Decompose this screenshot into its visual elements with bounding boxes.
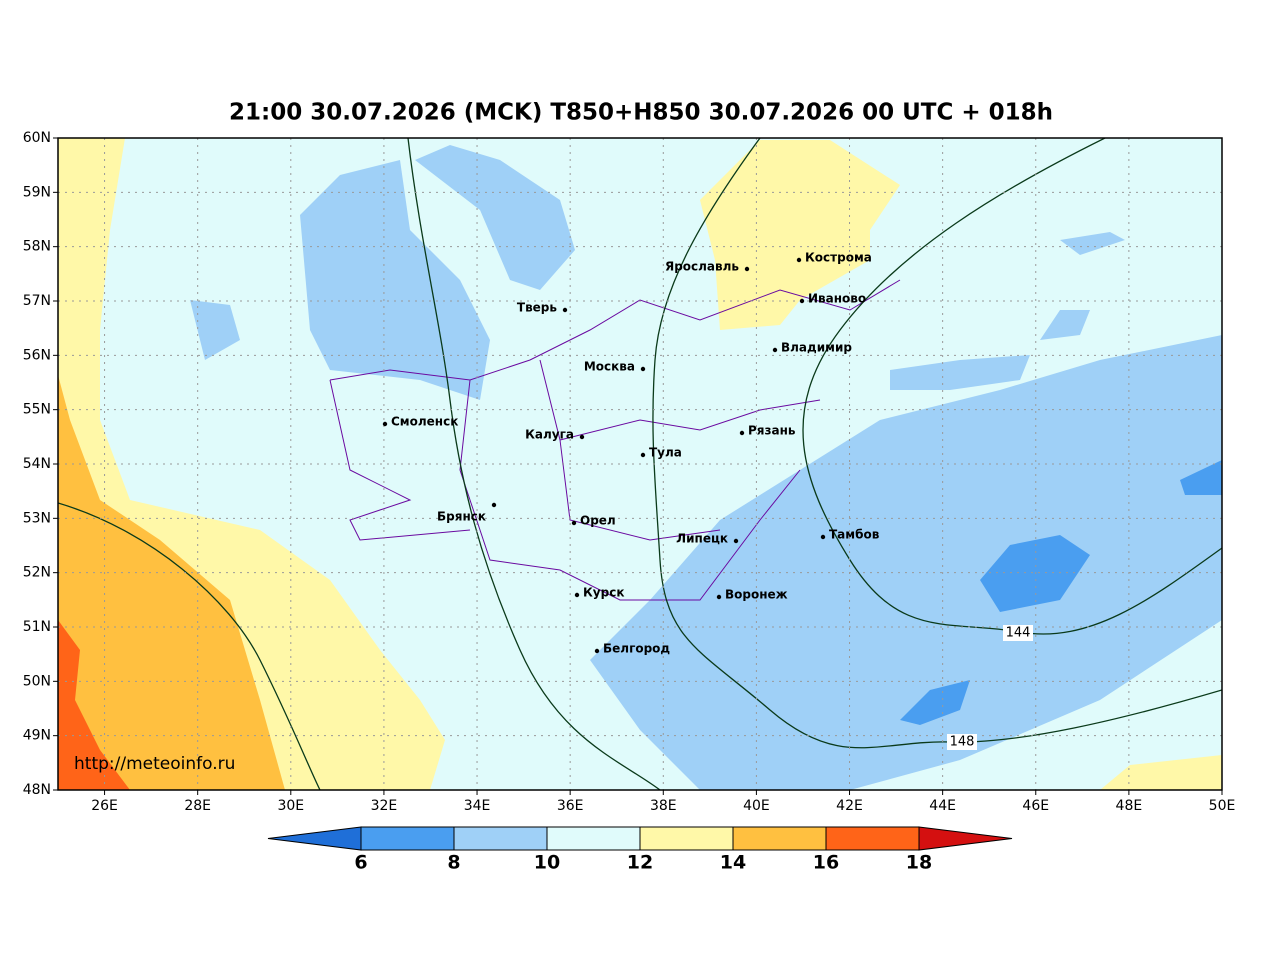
y-tick-label: 48N	[23, 782, 51, 798]
x-tick-label: 50E	[1209, 798, 1236, 814]
contour-line	[652, 138, 1222, 749]
colorbar-label: 10	[534, 852, 560, 874]
x-tick-label: 36E	[557, 798, 584, 814]
y-tick-label: 50N	[23, 673, 51, 689]
city-dot	[640, 452, 646, 458]
contour-line	[58, 502, 321, 790]
colorbar-label: 6	[354, 852, 367, 874]
city-dot	[820, 534, 826, 540]
city-dot	[733, 538, 739, 544]
map-title: 21:00 30.07.2026 (MCK) T850+H850 30.07.2…	[229, 100, 1053, 126]
city-dot	[739, 430, 745, 436]
warm-area	[1100, 755, 1222, 790]
city-dot	[594, 648, 600, 654]
x-tick-label: 46E	[1022, 798, 1049, 814]
colorbar-swatch	[732, 826, 827, 851]
y-tick-label: 55N	[23, 402, 51, 418]
colorbar-label: 12	[627, 852, 653, 874]
y-tick-label: 49N	[23, 728, 51, 744]
source-url: http://meteoinfo.ru	[74, 754, 235, 774]
colorbar-label: 18	[906, 852, 932, 874]
contour-line	[407, 138, 661, 790]
city-label: Тула	[649, 446, 682, 460]
x-tick-label: 42E	[836, 798, 863, 814]
y-tick-label: 54N	[23, 456, 51, 472]
region-border	[329, 279, 901, 601]
contour-label: 144	[1006, 626, 1031, 641]
x-tick-label: 38E	[650, 798, 677, 814]
city-label: Иваново	[808, 292, 866, 306]
colorbar-swatch	[639, 826, 734, 851]
colorbar-label: 14	[720, 852, 746, 874]
city-label: Рязань	[748, 424, 796, 438]
x-tick-label: 28E	[184, 798, 211, 814]
city-label: Тверь	[517, 301, 558, 315]
city-dot	[562, 307, 568, 313]
y-tick-label: 59N	[23, 184, 51, 200]
x-tick-label: 44E	[929, 798, 956, 814]
city-dot	[640, 366, 646, 372]
city-label: Орел	[580, 514, 616, 528]
colorbar-label: 16	[813, 852, 839, 874]
city-label: Калуга	[525, 428, 574, 442]
x-tick-label: 40E	[743, 798, 770, 814]
city-label: Ярославль	[665, 260, 739, 274]
city-dot	[382, 421, 388, 427]
y-tick-label: 52N	[23, 565, 51, 581]
city-label: Москва	[584, 360, 635, 374]
contour-label-bg	[1003, 625, 1033, 641]
x-tick-label: 34E	[464, 798, 491, 814]
city-dot	[716, 594, 722, 600]
city-label: Тамбов	[829, 528, 880, 542]
city-label: Курск	[583, 586, 624, 600]
colorbar-swatch	[825, 826, 920, 851]
city-dot	[571, 520, 577, 526]
colorbar-extend	[918, 826, 1013, 851]
city-dot	[491, 502, 497, 508]
city-dot	[579, 434, 585, 440]
city-label: Белгород	[603, 642, 670, 656]
contour-label-bg	[947, 734, 977, 750]
y-tick-label: 53N	[23, 510, 51, 526]
city-label: Брянск	[437, 510, 486, 524]
city-label: Липецк	[676, 532, 728, 546]
x-tick-label: 26E	[91, 798, 118, 814]
city-label: Смоленск	[391, 415, 458, 429]
city-dot	[744, 266, 750, 272]
y-tick-label: 51N	[23, 619, 51, 635]
city-dot	[799, 298, 805, 304]
x-tick-label: 30E	[277, 798, 304, 814]
x-tick-label: 48E	[1116, 798, 1143, 814]
city-dot	[796, 257, 802, 263]
cool-area	[300, 160, 490, 400]
colorbar-swatch	[453, 826, 548, 851]
contour-line	[802, 138, 1222, 635]
hot-area	[58, 375, 285, 790]
cool-area	[415, 145, 575, 290]
y-tick-label: 58N	[23, 239, 51, 255]
cool-area	[890, 355, 1030, 390]
contour-label: 148	[950, 735, 975, 750]
cold-area	[900, 460, 1222, 725]
city-label: Владимир	[781, 341, 852, 355]
colorbar-extend	[267, 826, 362, 851]
cool-area	[590, 335, 1222, 790]
hotter-area	[58, 620, 130, 790]
city-label: Воронеж	[725, 588, 788, 602]
city-label: Кострома	[805, 251, 872, 265]
y-tick-label: 56N	[23, 347, 51, 363]
city-dot	[772, 347, 778, 353]
y-tick-label: 60N	[23, 130, 51, 146]
colorbar-swatch	[546, 826, 641, 851]
x-tick-label: 32E	[371, 798, 398, 814]
colorbar-label: 8	[447, 852, 460, 874]
colorbar-swatch	[360, 826, 455, 851]
y-tick-label: 57N	[23, 293, 51, 309]
city-dot	[574, 592, 580, 598]
